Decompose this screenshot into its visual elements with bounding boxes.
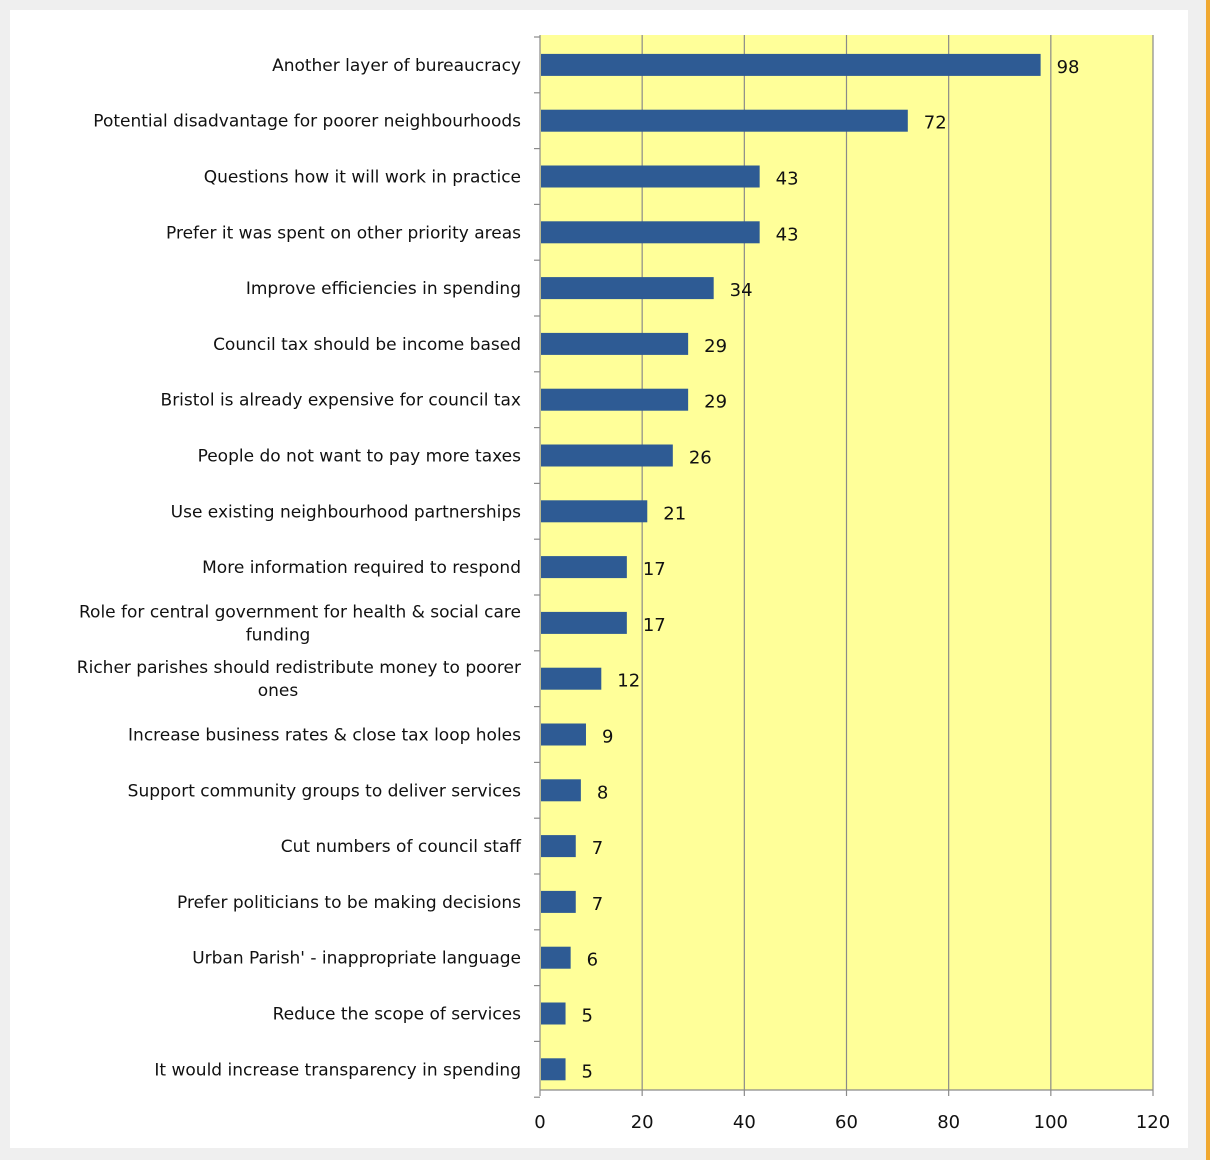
tick-labels-layer: 0 20 40 60 80 100 120 [534,1112,1170,1133]
data-label: 21 [663,503,686,524]
data-label: 12 [617,671,640,692]
category-label: Bristol is already expensive for council… [161,391,521,411]
bar [541,556,627,579]
data-label: 17 [643,559,666,580]
x-tick-label: 120 [1136,1112,1170,1133]
x-tick-label: 20 [631,1112,654,1133]
category-label: Questions how it will work in practice [204,168,521,188]
bar [541,611,627,634]
data-label: 5 [582,1006,593,1027]
x-tick-label: 80 [937,1112,960,1133]
data-label: 6 [587,950,598,971]
bar [541,53,1041,76]
bar [541,444,673,467]
category-label: Cut numbers of council staff [281,837,523,857]
category-label: Richer parishes should redistribute mone… [77,658,521,678]
category-label: Improve efficiencies in spending [246,279,521,299]
category-label: Potential disadvantage for poorer neighb… [93,112,521,132]
category-label: Support community groups to deliver serv… [128,781,521,801]
bar [541,109,908,132]
category-label: More information required to respond [202,558,521,578]
data-label: 43 [776,169,799,190]
bars-layer [541,53,1041,1081]
data-label: 5 [582,1061,593,1082]
category-label: ones [258,681,299,701]
bar [541,667,602,690]
category-label: Urban Parish' - inappropriate language [192,949,521,969]
category-label: Prefer politicians to be making decision… [177,893,521,913]
category-label: Another layer of bureaucracy [272,56,521,76]
bar [541,388,689,411]
category-label: People do not want to pay more taxes [198,447,522,467]
category-label: Use existing neighbourhood partnerships [171,502,522,522]
data-label: 34 [730,280,753,301]
data-label: 7 [592,838,603,859]
data-label: 9 [602,727,613,748]
category-label: Prefer it was spent on other priority ar… [166,223,521,243]
x-tick-label: 100 [1034,1112,1068,1133]
bar [541,165,760,188]
data-label: 72 [924,113,947,134]
window-edge-accent [1206,0,1210,1160]
data-label: 17 [643,615,666,636]
axes-layer [534,35,1154,1098]
bar [541,835,576,858]
category-label: Council tax should be income based [213,335,521,355]
category-label: Increase business rates & close tax loop… [128,726,521,746]
data-label: 43 [776,224,799,245]
bar [541,221,760,244]
category-labels-layer: Another layer of bureaucracy Potential di… [77,56,522,1080]
data-label: 29 [704,336,727,357]
bar [541,946,571,969]
category-label: It would increase transparency in spendi… [154,1060,521,1080]
bar [541,1058,566,1081]
x-tick-label: 40 [733,1112,756,1133]
x-tick-label: 0 [534,1112,545,1133]
bar [541,890,576,913]
bar [541,500,648,523]
data-label: 98 [1057,57,1080,78]
bar [541,1002,566,1025]
category-label: funding [246,625,311,645]
data-label: 26 [689,448,712,469]
data-label: 29 [704,392,727,413]
bar [541,332,689,355]
data-label: 7 [592,894,603,915]
x-tick-label: 60 [835,1112,858,1133]
bar [541,277,714,300]
category-label: Reduce the scope of services [273,1005,522,1025]
category-label: Role for central government for health &… [79,602,521,622]
bar [541,723,586,746]
data-label: 8 [597,782,608,803]
grid-layer [641,35,1154,1090]
bar [541,779,581,802]
